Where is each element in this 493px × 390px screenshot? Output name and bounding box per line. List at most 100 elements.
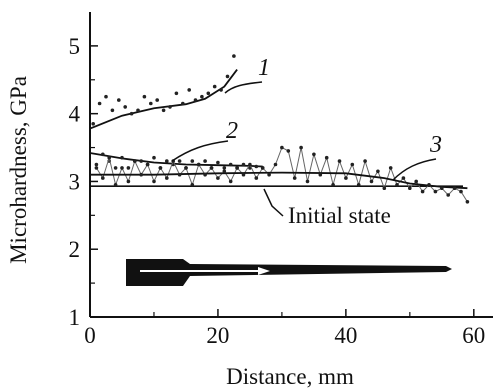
series-1-point [110,108,115,113]
curve-label-2: 2 [226,118,238,144]
series-3-point [350,162,355,167]
series-1-point [97,101,102,106]
series-1-point [155,98,159,102]
series-3-point [235,166,239,170]
series-3-point [324,155,329,160]
series-3-point [382,186,387,190]
y-axis-title: Microhardness, GPa [6,76,31,264]
curve-label-1: 1 [258,55,270,81]
series-3-point [228,179,233,184]
series-2-point [241,162,246,167]
series-2-point [139,159,143,163]
series-3-point [267,172,271,177]
series-3-point [94,166,99,170]
series-3-point [299,145,303,150]
x-tick-label: 20 [206,323,229,348]
series-2-point [152,155,156,160]
series-3-point [126,179,131,184]
series-2-point [222,166,227,170]
series-2-point [113,166,118,170]
curve-label-2-leader [171,140,229,162]
series-2-point [94,162,99,167]
series-1-point [200,94,204,99]
series-3-point [152,179,156,184]
series-3-point [222,169,227,174]
series-3-point [216,176,220,180]
series-2-point [228,162,233,167]
series-3-point [369,179,374,184]
specimen-illustration [126,259,452,286]
y-tick-label: 3 [69,169,81,194]
series-1-point [91,122,95,126]
series-3-point [145,162,150,167]
series-1-point [193,98,198,102]
series-3-point [433,189,438,194]
series-1-point [206,91,211,96]
series-1-point [168,105,172,109]
x-tick-label: 40 [334,323,357,348]
series-1-point [142,94,147,99]
series-3-point [190,183,195,187]
series-3-point [120,166,124,170]
series-1-trend-line [89,69,238,130]
series-3-point [139,172,143,177]
specimen-arrow-head [258,267,270,275]
series-2-point [254,164,259,169]
series-3-point [273,162,278,167]
series-3-point [177,172,182,177]
series-3-point [312,152,316,157]
series-1-point [123,105,127,109]
series-3-point [286,149,291,153]
series-2-point [120,155,124,160]
curve-label-3: 3 [429,132,442,158]
series-1-point [232,54,236,58]
series-3-point [363,159,367,163]
series-1-point [187,88,191,92]
series-3-point [465,200,470,204]
x-tick-label: 60 [462,323,485,348]
series-3-trend-line [90,171,468,190]
series-3-point [356,183,361,187]
series-3-point [241,172,246,177]
initial-state-leader [263,188,284,217]
series-3-point [446,193,451,197]
series-3-point [420,189,425,194]
series-3-point [344,176,348,180]
series-2-point [101,152,105,157]
curve-label-1-leader [224,81,263,94]
series-1-point [129,111,134,116]
series-3-point [203,172,207,177]
series-1-point [117,98,121,102]
series-1-point [149,101,153,106]
plot-area [89,54,470,204]
y-tick-label: 1 [69,305,81,330]
series-3-point [248,162,252,167]
series-2-point [190,159,195,163]
series-3-point [395,183,399,187]
x-tick-label: 0 [84,323,96,348]
series-3-point [184,166,188,170]
y-tick-label: 4 [69,102,81,127]
series-3-point [388,166,393,170]
series-3-point [107,155,111,160]
series-3-point [158,166,163,170]
series-3-point [337,159,342,163]
series-1-point [225,74,230,79]
axes [89,12,493,318]
series-3-point [305,179,310,184]
initial-state-label: Initial state [288,203,391,228]
series-3-point [452,186,457,190]
series-2-point [165,159,169,163]
series-2-point [177,159,182,163]
series-3-point [113,183,118,187]
specimen-silhouette [126,259,452,286]
series-3-point [165,176,169,180]
series-3-point [260,166,265,170]
series-1-point [181,101,185,106]
series-3-point [440,186,444,190]
series-1-point [219,88,223,92]
annotations: 1 2 3 Initial state [171,55,442,228]
series-3-point [196,162,201,167]
series-2-point [203,159,207,163]
